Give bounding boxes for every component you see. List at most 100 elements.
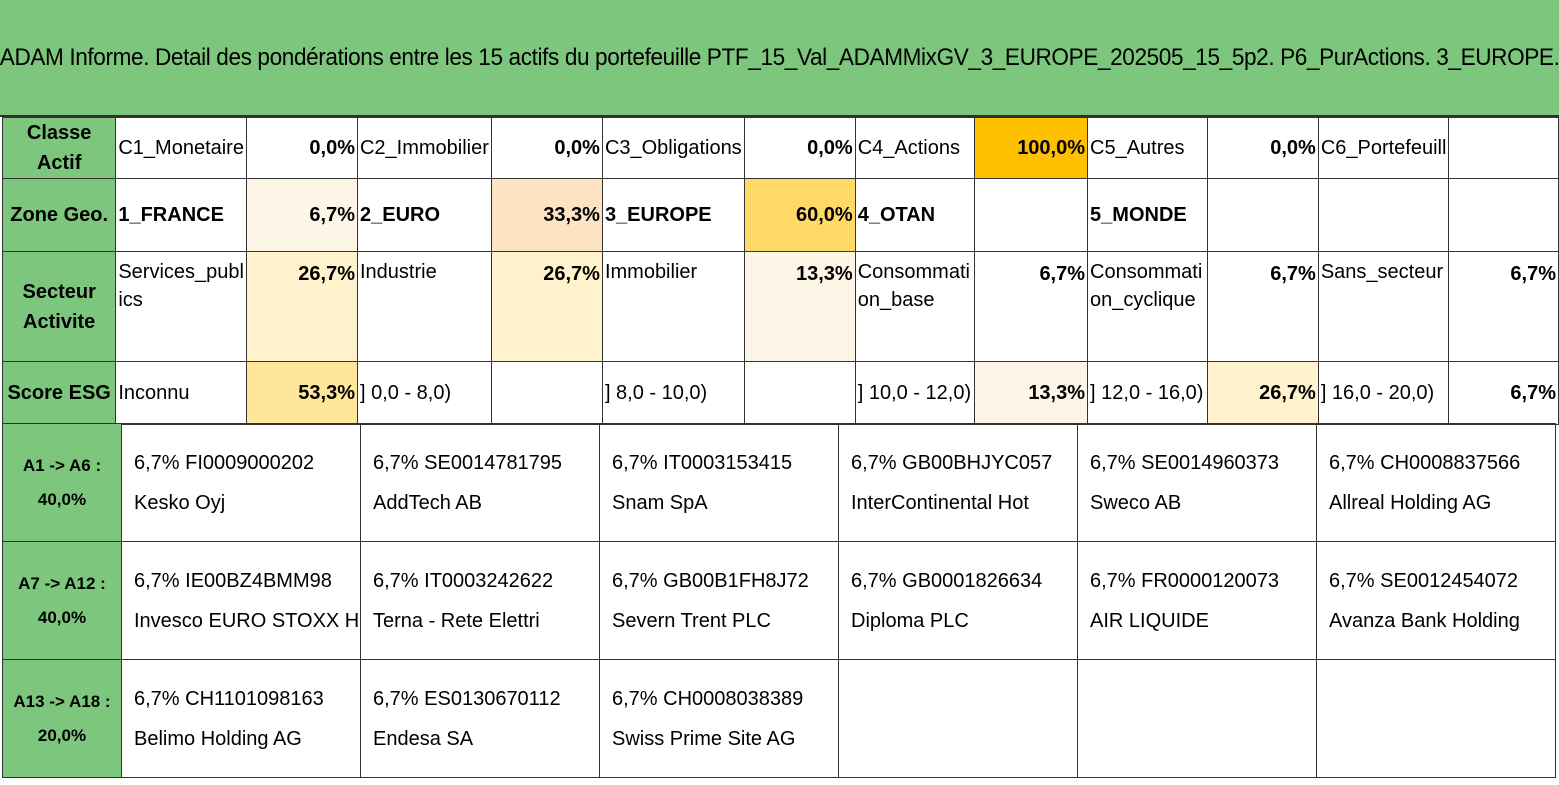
asset-cell: 6,7% SE0012454072 Avanza Bank Holding xyxy=(1316,541,1556,660)
sector-label: Industrie xyxy=(356,251,492,362)
class-pct: 0,0% xyxy=(743,117,856,179)
asset-weight-isin: 6,7% CH0008038389 xyxy=(612,687,804,710)
row-header: Score ESG xyxy=(1,361,117,425)
asset-cell: 6,7% GB00B1FH8J72 Severn Trent PLC xyxy=(599,541,839,660)
asset-weight-isin: 6,7% SE0014781795 xyxy=(373,451,563,474)
asset-row: A13 -> A18 : 20,0% 6,7% CH1101098163 Beli… xyxy=(2,659,1556,778)
asset-weight-isin: 6,7% GB00B1FH8J72 xyxy=(612,569,809,592)
class-label: C6_Portefeuill xyxy=(1317,117,1450,179)
asset-cell xyxy=(1077,659,1317,778)
asset-name: AddTech AB xyxy=(373,491,482,514)
asset-weight-isin: 6,7% IT0003242622 xyxy=(373,569,554,592)
sector-pct: 6,7% xyxy=(1206,251,1319,362)
asset-name: Severn Trent PLC xyxy=(612,609,771,632)
asset-name xyxy=(1329,719,1555,759)
asset-name: Allreal Holding AG xyxy=(1329,491,1492,514)
class-pct: 0,0% xyxy=(245,117,358,179)
asset-cell: 6,7% CH0008038389 Swiss Prime Site AG xyxy=(599,659,839,778)
esg-label: ] 10,0 - 12,0) xyxy=(854,361,976,425)
zone-pct: 6,7% xyxy=(245,178,358,252)
asset-cell: 6,7% IT0003153415 Snam SpA xyxy=(599,423,839,542)
class-label: C3_Obligations xyxy=(601,117,745,179)
asset-weight-isin: 6,7% CH1101098163 xyxy=(134,687,324,710)
asset-name: Diploma PLC xyxy=(851,609,969,632)
zone-label xyxy=(1317,178,1450,252)
asset-row: A1 -> A6 : 40,0% 6,7% FI0009000202 Kesko … xyxy=(2,423,1556,542)
asset-cell: 6,7% GB00BHJYC057 InterContinental Hot xyxy=(838,423,1078,542)
class-label: C1_Monetaire xyxy=(115,117,247,179)
asset-weight-isin: 6,7% IE00BZ4BMM98 xyxy=(134,569,332,592)
asset-cell: 6,7% CH0008837566 Allreal Holding AG xyxy=(1316,423,1556,542)
asset-name: Terna - Rete Elettri xyxy=(373,609,540,632)
asset-weight-isin: 6,7% IT0003153415 xyxy=(612,451,793,474)
zone-pct xyxy=(974,178,1089,252)
sector-pct: 26,7% xyxy=(245,251,358,362)
zone-geo-row: Zone Geo. 1_FRANCE 6,7% 2_EURO 33,3% 3_E… xyxy=(1,178,1559,252)
asset-weight-isin: 6,7% SE0012454072 xyxy=(1329,569,1519,592)
asset-range: A1 -> A6 : xyxy=(22,455,102,475)
zone-pct xyxy=(1448,178,1559,252)
asset-cell: 6,7% ES0130670112 Endesa SA xyxy=(360,659,600,778)
esg-pct: 6,7% xyxy=(1448,361,1559,425)
asset-weight-isin: 6,7% GB00BHJYC057 xyxy=(851,451,1053,474)
asset-row-header: A7 -> A12 : 40,0% xyxy=(2,541,122,660)
sector-label: Sans_secteur xyxy=(1317,251,1450,362)
zone-label: 3_EUROPE xyxy=(601,178,745,252)
row-header: Secteur Activite xyxy=(1,251,117,362)
page-title: ADAM Informe. Detail des pondérations en… xyxy=(0,0,1559,117)
class-label: C4_Actions xyxy=(854,117,976,179)
asset-weight-isin: 6,7% ES0130670112 xyxy=(373,687,561,710)
sector-pct: 6,7% xyxy=(974,251,1089,362)
asset-range-total: 20,0% xyxy=(37,725,87,745)
asset-row-header: A1 -> A6 : 40,0% xyxy=(2,423,122,542)
assets-table: A1 -> A6 : 40,0% 6,7% FI0009000202 Kesko … xyxy=(2,423,1556,778)
asset-row-header: A13 -> A18 : 20,0% xyxy=(2,659,122,778)
esg-pct: 26,7% xyxy=(1206,361,1319,425)
sector-pct: 13,3% xyxy=(743,251,856,362)
esg-pct: 13,3% xyxy=(974,361,1089,425)
asset-cell: 6,7% SE0014960373 Sweco AB xyxy=(1077,423,1317,542)
zone-label: 4_OTAN xyxy=(854,178,976,252)
sector-label: Immobilier xyxy=(601,251,745,362)
asset-cell: 6,7% GB0001826634 Diploma PLC xyxy=(838,541,1078,660)
asset-name: Avanza Bank Holding xyxy=(1329,609,1520,632)
zone-label: 2_EURO xyxy=(356,178,492,252)
asset-weight-isin: 6,7% SE0014960373 xyxy=(1090,451,1280,474)
esg-pct xyxy=(743,361,856,425)
zone-label: 1_FRANCE xyxy=(115,178,247,252)
asset-cell: 6,7% FR0000120073 AIR LIQUIDE xyxy=(1077,541,1317,660)
asset-name: Snam SpA xyxy=(612,491,708,514)
asset-cell: 6,7% FI0009000202 Kesko Oyj xyxy=(121,423,361,542)
asset-name xyxy=(851,719,1077,759)
esg-label: ] 0,0 - 8,0) xyxy=(356,361,492,425)
asset-name: AIR LIQUIDE xyxy=(1090,609,1209,632)
asset-weight-isin: 6,7% FR0000120073 xyxy=(1090,569,1280,592)
zone-pct: 33,3% xyxy=(490,178,603,252)
asset-name: Belimo Holding AG xyxy=(134,727,302,750)
asset-range-total: 40,0% xyxy=(37,489,87,509)
zone-label: 5_MONDE xyxy=(1087,178,1208,252)
classe-actif-row: Classe Actif C1_Monetaire 0,0% C2_Immobi… xyxy=(1,117,1559,179)
asset-weight-isin xyxy=(851,679,1077,719)
asset-weight-isin: 6,7% CH0008837566 xyxy=(1329,451,1521,474)
esg-label: Inconnu xyxy=(115,361,247,425)
asset-name: Sweco AB xyxy=(1090,491,1182,514)
zone-pct xyxy=(1206,178,1319,252)
asset-weight-isin: 6,7% GB0001826634 xyxy=(851,569,1043,592)
asset-cell: 6,7% IE00BZ4BMM98 Invesco EURO STOXX H xyxy=(121,541,361,660)
asset-range: A7 -> A12 : xyxy=(18,573,106,593)
secteur-row: Secteur Activite Services_publics 26,7% … xyxy=(1,251,1559,362)
score-esg-row: Score ESG Inconnu 53,3% ] 0,0 - 8,0) ] 8… xyxy=(1,361,1559,425)
zone-pct: 60,0% xyxy=(743,178,856,252)
allocation-summary-table: Classe Actif C1_Monetaire 0,0% C2_Immobi… xyxy=(1,117,1559,425)
asset-name xyxy=(1090,719,1316,759)
asset-name: Endesa SA xyxy=(373,727,474,750)
class-pct: 0,0% xyxy=(490,117,603,179)
class-label: C2_Immobilier xyxy=(356,117,492,179)
asset-weight-isin: 6,7% FI0009000202 xyxy=(134,451,315,474)
class-pct: 0,0% xyxy=(1206,117,1319,179)
asset-cell xyxy=(1316,659,1556,778)
esg-pct xyxy=(490,361,603,425)
page-title-text: ADAM Informe. Detail des pondérations en… xyxy=(0,43,1559,71)
asset-cell: 6,7% CH1101098163 Belimo Holding AG xyxy=(121,659,361,778)
